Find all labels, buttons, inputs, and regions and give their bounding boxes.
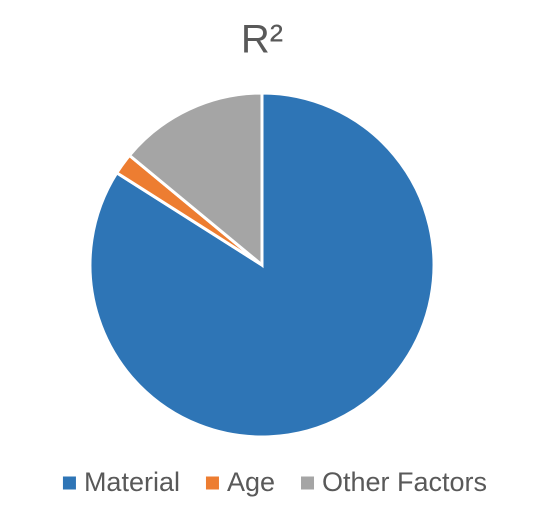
- legend-swatch: [62, 476, 76, 490]
- legend-swatch: [205, 476, 219, 490]
- legend-swatch: [301, 476, 315, 490]
- legend-label: Age: [227, 467, 275, 497]
- legend-label: Material: [84, 467, 180, 497]
- chart-title: R²: [241, 18, 283, 62]
- legend-label: Other Factors: [322, 467, 487, 497]
- pie-slice: [127, 91, 264, 269]
